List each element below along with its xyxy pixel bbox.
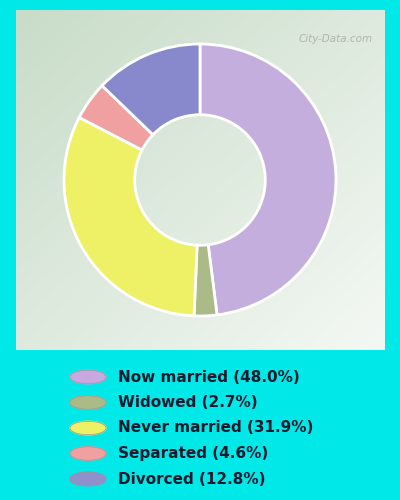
Text: Never married (31.9%): Never married (31.9%) — [118, 420, 313, 436]
Circle shape — [70, 396, 106, 409]
Circle shape — [70, 447, 106, 460]
Text: Divorced (12.8%): Divorced (12.8%) — [118, 472, 266, 486]
Text: Separated (4.6%): Separated (4.6%) — [118, 446, 268, 461]
Wedge shape — [79, 86, 153, 150]
Text: Widowed (2.7%): Widowed (2.7%) — [118, 395, 258, 410]
Circle shape — [70, 370, 106, 384]
Wedge shape — [64, 118, 197, 316]
Text: Now married (48.0%): Now married (48.0%) — [118, 370, 300, 384]
Wedge shape — [194, 245, 217, 316]
Circle shape — [70, 421, 106, 435]
Text: Marital status in New Augusta, MS: Marital status in New Augusta, MS — [25, 24, 375, 42]
Wedge shape — [200, 44, 336, 315]
Text: City-Data.com: City-Data.com — [299, 34, 373, 44]
Circle shape — [70, 472, 106, 486]
Wedge shape — [102, 44, 200, 134]
